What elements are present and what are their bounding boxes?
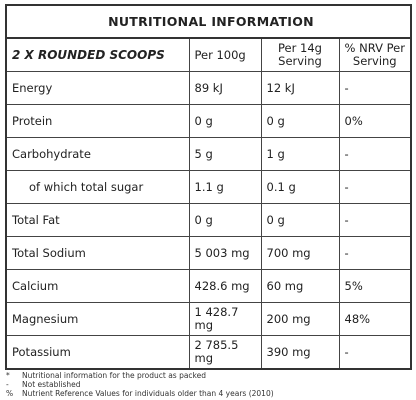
nutrient-value: 0 g <box>188 203 262 237</box>
nutrient-value: 0 g <box>260 203 340 237</box>
nutrient-value: 200 mg <box>260 302 340 336</box>
header-text: Serving <box>278 54 322 68</box>
nutrient-value: 0.1 g <box>260 170 340 204</box>
header-row: 2 X ROUNDED SCOOPS Per 100g Per 14g Serving… <box>5 37 412 72</box>
nutrition-panel: NUTRITIONAL INFORMATION 2 X ROUNDED SCOO… <box>5 4 413 370</box>
nutrient-value: 0 g <box>260 104 340 138</box>
nutrient-row: of which total sugar 1.1 g 0.1 g- <box>5 170 412 204</box>
nutrient-row: Energy 89 kJ 12 kJ - <box>5 71 412 105</box>
nutrient-name: Magnesium <box>5 302 190 336</box>
footnote-text: Not established <box>22 380 81 389</box>
footnote: * Nutritional information for the product… <box>6 371 274 380</box>
footnote-symbol: % <box>6 389 14 398</box>
footnote-symbol: - <box>6 380 9 389</box>
nutrient-value: 0 g <box>188 104 262 138</box>
nutrient-value: 1 g <box>260 137 340 171</box>
nutrient-name: Protein <box>5 104 190 138</box>
header-text: % NRV Per <box>344 41 405 55</box>
nutrient-name: Total Fat <box>5 203 190 237</box>
nutrient-name: Carbohydrate <box>5 137 190 171</box>
nutrient-row: Magnesium 1 428.7 mg 200 mg 48% <box>5 302 412 336</box>
footnote: % Nutrient Reference Values for individua… <box>6 389 274 398</box>
nutrient-value: 2 785.5 mg <box>188 335 262 370</box>
header-text: Per 14g <box>278 41 322 55</box>
nutrient-value: 48% <box>338 302 412 336</box>
nutrient-value: 390 mg <box>260 335 340 370</box>
nutrient-value: 5 003 mg <box>188 236 262 270</box>
nutrient-value: 12 kJ <box>260 71 340 105</box>
nutrient-value: 5 g <box>188 137 262 171</box>
column-header: 2 X ROUNDED SCOOPS <box>5 37 190 72</box>
nutrient-value: 700 mg <box>260 236 340 270</box>
column-header: % NRV Per Serving <box>338 37 412 72</box>
footnote: - Not established <box>6 380 274 389</box>
nutrient-value: 1.1 g <box>188 170 262 204</box>
footnotes: * Nutritional information for the product… <box>6 371 274 398</box>
nutrient-value: 60 mg <box>260 269 340 303</box>
nutrient-row: Total Sodium 5 003 mg 700 mg - <box>5 236 412 270</box>
nutrient-row: Calcium 428.6 mg 60 mg 5% <box>5 269 412 303</box>
nutrient-value: 428.6 mg <box>188 269 262 303</box>
table-title: NUTRITIONAL INFORMATION <box>5 4 412 39</box>
nutrient-name: Calcium <box>5 269 190 303</box>
footnote-text: Nutrient Reference Values for individual… <box>22 389 274 398</box>
nutrient-value: 0% <box>338 104 412 138</box>
footnote-text: Nutritional information for the product … <box>22 371 207 380</box>
nutrient-name: Potassium <box>5 335 190 370</box>
footnote-symbol: * <box>6 371 10 380</box>
nutrient-value: - <box>338 71 412 105</box>
nutrient-value: - <box>338 236 412 270</box>
header-text: Serving <box>352 54 397 68</box>
nutrient-name: Total Sodium <box>5 236 190 270</box>
nutrient-value: - <box>338 203 412 237</box>
nutrient-row: Potassium 2 785.5 mg 390 mg - <box>5 335 412 370</box>
nutrient-value: - <box>338 335 412 370</box>
nutrient-value: - <box>338 170 412 204</box>
nutrient-value: 89 kJ <box>188 71 262 105</box>
nutrient-name: Energy <box>5 71 190 105</box>
nutrient-name: of which total sugar <box>5 170 190 204</box>
nutrient-value: 5% <box>338 269 412 303</box>
nutrient-value: - <box>338 137 412 171</box>
header-text: 2 X ROUNDED SCOOPS <box>12 47 165 62</box>
column-header: Per 14g Serving <box>260 37 340 72</box>
nutrient-value: 1 428.7 mg <box>188 302 262 336</box>
column-header: Per 100g <box>188 37 262 72</box>
nutrition-table: NUTRITIONAL INFORMATION 2 X ROUNDED SCOO… <box>5 4 413 370</box>
title-row: NUTRITIONAL INFORMATION <box>5 4 412 39</box>
header-text: Per 100g <box>194 47 246 62</box>
